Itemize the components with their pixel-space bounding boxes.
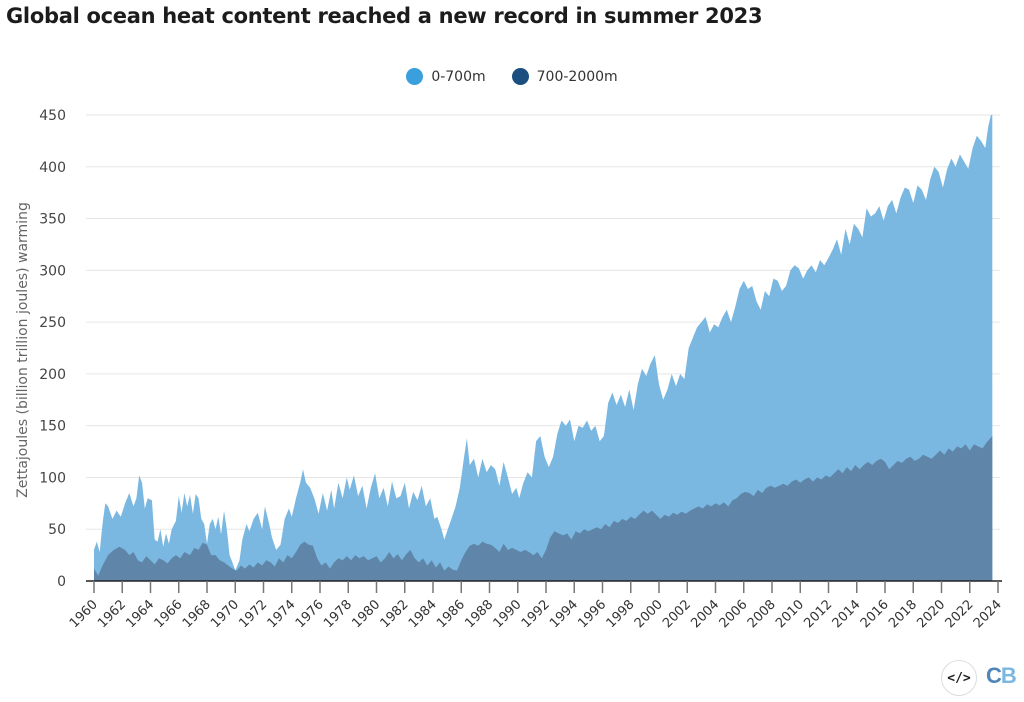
y-tick-label: 100 [39, 470, 66, 486]
x-tick-label: 1974 [265, 597, 299, 631]
x-tick-label: 1992 [519, 597, 553, 631]
data-areas [94, 115, 993, 581]
x-tick-label: 2024 [971, 597, 1005, 631]
legend-item-700-2000m[interactable]: 700-2000m [511, 68, 618, 85]
x-tick-label: 1962 [95, 597, 129, 631]
x-tick-label: 2008 [745, 597, 779, 631]
x-tick-label: 2016 [858, 597, 892, 631]
chart-title: Global ocean heat content reached a new … [6, 4, 763, 28]
x-tick-label: 2014 [830, 597, 864, 631]
x-tick-label: 2004 [688, 597, 722, 631]
x-tick-label: 2018 [886, 597, 920, 631]
x-tick-label: 1970 [208, 597, 242, 631]
x-tick-label: 1996 [575, 597, 609, 631]
legend-label: 0-700m [431, 68, 486, 85]
area-0-700m [94, 115, 993, 581]
x-tick-label: 1980 [349, 597, 383, 631]
x-tick-label: 1994 [547, 597, 581, 631]
x-tick-label: 1964 [123, 597, 157, 631]
x-tick-label: 1966 [152, 597, 186, 631]
y-tick-label: 250 [39, 315, 66, 331]
legend: 0-700m 700-2000m [0, 68, 1024, 85]
x-tick-label: 1990 [491, 597, 525, 631]
y-axis-ticks: 0 50 100 150 200 250 300 350 400 450 [39, 108, 66, 590]
x-tick-label: 1976 [293, 597, 327, 631]
legend-dot-icon [511, 68, 529, 85]
y-tick-label: 400 [39, 160, 66, 176]
y-tick-label: 200 [39, 367, 66, 383]
y-tick-label: 350 [39, 212, 66, 228]
x-tick-label: 1982 [378, 597, 412, 631]
carbon-brief-logo: CB [986, 663, 1017, 689]
x-tick-label: 2006 [717, 597, 751, 631]
x-tick-label: 1960 [67, 597, 101, 631]
legend-dot-icon [406, 68, 424, 85]
x-tick-label: 1986 [434, 597, 468, 631]
x-tick-label: 1998 [604, 597, 638, 631]
logo-letter-c: C [986, 663, 1002, 688]
x-tick-label: 2012 [801, 597, 835, 631]
y-tick-label: 450 [39, 108, 66, 124]
embed-code-icon[interactable]: </> [941, 660, 977, 696]
x-tick-label: 1988 [462, 597, 496, 631]
x-tick-label: 2000 [632, 597, 666, 631]
x-tick-label: 2022 [943, 597, 977, 631]
area-700-2000m [94, 436, 993, 581]
logo-letter-b: B [1000, 663, 1017, 688]
x-tick-label: 1968 [180, 597, 214, 631]
x-tick-label: 2010 [773, 597, 807, 631]
x-tick-label: 1984 [406, 597, 440, 631]
y-tick-label: 0 [57, 574, 66, 590]
x-tick-label: 1972 [236, 597, 270, 631]
x-axis: 1960196219641966196819701972197419761978… [67, 580, 1005, 631]
legend-label: 700-2000m [536, 68, 618, 85]
x-tick-label: 2020 [914, 597, 948, 631]
y-tick-label: 300 [39, 263, 66, 279]
y-tick-label: 150 [39, 419, 66, 435]
x-tick-label: 2002 [660, 597, 694, 631]
x-tick-label: 1978 [321, 597, 355, 631]
y-tick-label: 50 [48, 522, 66, 538]
legend-item-0-700m[interactable]: 0-700m [406, 68, 486, 85]
